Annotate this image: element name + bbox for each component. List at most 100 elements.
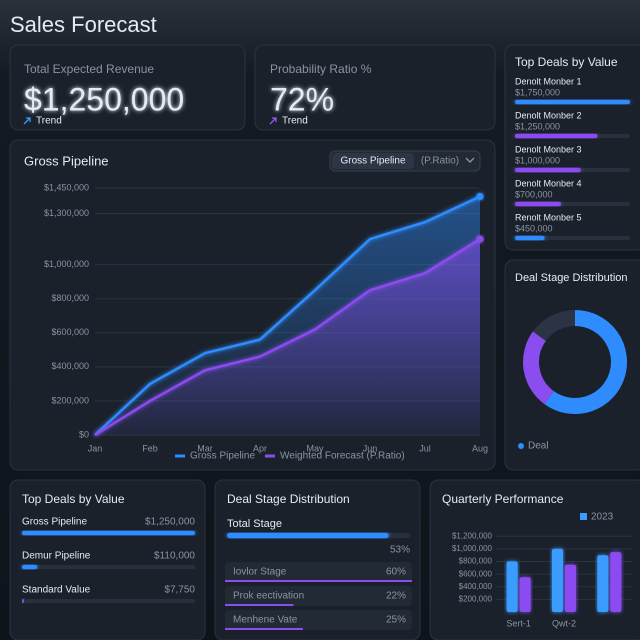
y-tick-label: $600,000 bbox=[51, 327, 89, 337]
y-tick-label: $600,000 bbox=[459, 569, 493, 578]
donut-segment bbox=[532, 310, 576, 342]
bar bbox=[227, 533, 389, 538]
deal-value: $1,250,000 bbox=[145, 517, 195, 528]
x-tick-label: May bbox=[306, 443, 324, 453]
kpi-trend: Trend bbox=[282, 116, 308, 127]
page-title: Sales Forecast bbox=[10, 12, 157, 37]
bar bbox=[515, 236, 545, 240]
stage-value: 53% bbox=[390, 545, 410, 556]
deal-name: Renolt Monber 5 bbox=[515, 212, 582, 222]
card-title: Deal Stage Distribution bbox=[227, 492, 350, 506]
stage-name: Prok eectivation bbox=[233, 591, 304, 602]
legend-label: Deal bbox=[528, 441, 549, 452]
bottom-card bbox=[429, 479, 640, 640]
deal-name: Denolt Monber 1 bbox=[515, 76, 582, 86]
stage-name: Total Stage bbox=[227, 518, 282, 530]
deal-value: $1,250,000 bbox=[515, 121, 560, 131]
kpi-trend: Trend bbox=[36, 116, 62, 127]
y-tick-label: $1,000,000 bbox=[452, 544, 493, 553]
chart-title: Gross Pipeline bbox=[24, 153, 109, 168]
y-tick-label: $1,000,000 bbox=[44, 259, 89, 269]
kpi-card bbox=[254, 44, 496, 131]
deal-name: Denolt Monber 3 bbox=[515, 144, 582, 154]
bar bbox=[519, 577, 531, 612]
stage-row bbox=[225, 586, 412, 606]
kpi-value: $1,250,000 bbox=[24, 81, 184, 117]
x-tick-label: Apr bbox=[253, 443, 267, 453]
bar bbox=[515, 100, 630, 104]
trend-icon bbox=[23, 117, 31, 125]
card-title: Top Deals by Value bbox=[515, 55, 618, 69]
y-tick-label: $1,300,000 bbox=[44, 208, 89, 218]
y-tick-label: $800,000 bbox=[51, 293, 89, 303]
bar bbox=[597, 555, 609, 612]
bar bbox=[22, 531, 195, 535]
x-tick-label: Jul bbox=[419, 443, 431, 453]
bar-track bbox=[22, 565, 195, 569]
donut-segment bbox=[544, 310, 627, 414]
x-tick-label: Qwt-2 bbox=[552, 618, 576, 628]
y-tick-label: $200,000 bbox=[51, 395, 89, 405]
kpi-label: Probability Ratio % bbox=[270, 62, 372, 76]
deal-value: $7,750 bbox=[164, 585, 195, 596]
deal-value: $700,000 bbox=[515, 189, 553, 199]
legend-label: Weighted Forecast (P.Ratio) bbox=[280, 451, 405, 462]
card-title: Deal Stage Distribution bbox=[515, 272, 628, 284]
kpi-label: Total Expected Revenue bbox=[24, 62, 154, 76]
stage-row bbox=[225, 610, 412, 630]
donut-segment bbox=[523, 331, 555, 405]
legend-swatch bbox=[580, 513, 587, 520]
y-tick-label: $0 bbox=[79, 429, 89, 439]
deal-name: Gross Pipeline bbox=[22, 517, 87, 528]
trend-icon bbox=[269, 117, 277, 125]
y-tick-label: $800,000 bbox=[459, 557, 493, 566]
bar bbox=[552, 548, 563, 612]
deal-name: Standard Value bbox=[22, 585, 91, 596]
donut bbox=[523, 310, 627, 414]
legend-dot bbox=[518, 443, 524, 449]
bar bbox=[225, 604, 294, 606]
card-title: Top Deals by Value bbox=[22, 492, 125, 506]
x-tick-label: Sert-1 bbox=[506, 618, 531, 628]
stage-value: 60% bbox=[386, 567, 406, 578]
side-card bbox=[504, 44, 640, 251]
selector-option[interactable]: (P.Ratio) bbox=[421, 156, 459, 167]
x-tick-label: Jun bbox=[363, 443, 378, 453]
kpi-card bbox=[9, 44, 246, 131]
selector-option[interactable]: Gross Pipeline bbox=[340, 156, 405, 167]
x-tick-label: Mar bbox=[197, 443, 213, 453]
kpi-value: 72% bbox=[270, 81, 334, 117]
deal-value: $450,000 bbox=[515, 223, 553, 233]
y-tick-label: $1,450,000 bbox=[44, 182, 89, 192]
side-card bbox=[504, 259, 640, 471]
x-tick-label: Feb bbox=[142, 443, 158, 453]
y-tick-label: $400,000 bbox=[51, 361, 89, 371]
area-fill bbox=[95, 239, 480, 435]
card-title: Quarterly Performance bbox=[442, 492, 564, 506]
deal-name: Denolt Monber 2 bbox=[515, 110, 582, 120]
x-tick-label: Jan bbox=[88, 443, 103, 453]
bar bbox=[515, 168, 581, 172]
chevron-icon bbox=[465, 157, 475, 163]
bar bbox=[610, 552, 622, 612]
legend-label: Gross Pipeline bbox=[190, 451, 255, 462]
bar bbox=[225, 628, 303, 630]
stage-name: Menhene Vate bbox=[233, 615, 298, 626]
bar bbox=[515, 202, 561, 206]
deal-value: $1,000,000 bbox=[515, 155, 560, 165]
series-line bbox=[94, 238, 481, 437]
y-tick-label: $400,000 bbox=[459, 582, 493, 591]
y-tick-label: $1,200,000 bbox=[452, 531, 493, 540]
deal-name: Denolt Monber 4 bbox=[515, 178, 582, 188]
bar bbox=[22, 599, 24, 603]
end-point bbox=[476, 235, 484, 243]
stage-name: Iovlor Stage bbox=[233, 567, 287, 578]
x-tick-label: Aug bbox=[472, 443, 488, 453]
deal-value: $1,750,000 bbox=[515, 87, 560, 97]
series-line bbox=[94, 195, 481, 436]
end-point bbox=[476, 193, 484, 201]
legend-label: 2023 bbox=[591, 512, 614, 523]
deal-value: $110,000 bbox=[154, 551, 195, 562]
bar bbox=[506, 561, 518, 612]
